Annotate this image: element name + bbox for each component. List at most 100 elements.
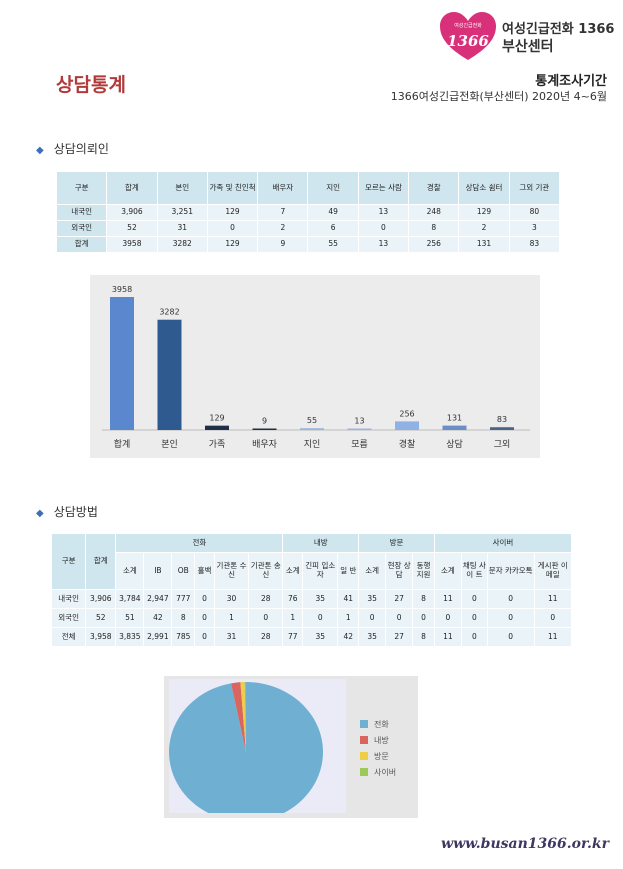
row-label: 외국인: [55, 220, 108, 237]
table-cell: 31: [213, 627, 250, 647]
table-cell: 49: [307, 204, 359, 221]
header-cell: 소계: [358, 552, 387, 590]
table-cell: 3,958: [85, 627, 117, 647]
table-cell: 30: [213, 589, 250, 609]
requester-bar-chart: 3958 합계 3282 본인 129 가족 9 배우자 55 지인 13 모름 256 경찰 131 상담 8…: [90, 275, 540, 458]
diamond-bullet-icon: ◆: [36, 508, 44, 519]
table-cell: 9: [257, 236, 309, 253]
bar-4: [300, 428, 324, 430]
header-cell: 소계: [433, 552, 462, 590]
header-cell: 기관톤 송신: [248, 552, 284, 590]
group-header: 사이버: [433, 533, 573, 553]
table-cell: 0: [194, 608, 215, 628]
table-cell: 0: [194, 589, 215, 609]
table-cell: 1: [337, 608, 360, 628]
bar-value-label: 13: [354, 417, 364, 426]
logo-1366: 여성긴급전화 1366: [440, 12, 496, 60]
bar-value-label: 3282: [159, 308, 179, 317]
table-cell: 8: [408, 220, 460, 237]
bar-chart-svg: 3958 합계 3282 본인 129 가족 9 배우자 55 지인 13 모름 256 경찰 131 상담 8…: [102, 285, 530, 450]
table-row: 내국인 3,906 3,784 2,947 777 0 30 28 76 35 …: [50, 589, 573, 609]
header-cell: 합계: [106, 171, 158, 205]
table-cell: 3,906: [85, 589, 117, 609]
table-cell: 129: [458, 204, 510, 221]
table-cell: 3,251: [156, 204, 208, 221]
header-cell: 현장 상담: [385, 552, 414, 590]
group-header: 방문: [358, 533, 435, 553]
org-name: 여성긴급전화 1366: [502, 22, 615, 37]
table-cell: 41: [337, 589, 360, 609]
table-cell: 80: [508, 204, 561, 221]
table-cell: 2,991: [143, 627, 173, 647]
bar-category-label: 배우자: [252, 439, 278, 450]
pie-chart-svg: [169, 682, 323, 813]
header-cell: 게시판 이메일: [533, 552, 573, 590]
header-cell: IB: [143, 552, 173, 590]
header-cell: 소계: [115, 552, 145, 590]
bar-category-label: 경찰: [399, 438, 416, 450]
table-cell: 0: [433, 608, 462, 628]
row-label: 내국인: [50, 589, 87, 609]
row-label: 외국인: [50, 608, 87, 628]
header-cell: 배우자: [257, 171, 309, 205]
table-cell: 256: [408, 236, 460, 253]
table-cell: 1: [282, 608, 304, 628]
pie-slice-1: [231, 682, 246, 752]
row-label: 합계: [55, 236, 108, 253]
table-cell: 129: [206, 204, 259, 221]
section-heading-method: ◆ 상담방법: [36, 503, 98, 520]
table-cell: 2,947: [143, 589, 173, 609]
table-cell: 0: [460, 608, 488, 628]
footer-url: www.busan1366.or.kr: [441, 836, 609, 852]
table-cell: 3,906: [106, 204, 158, 221]
bar-value-label: 55: [307, 416, 317, 425]
table-cell: 248: [408, 204, 460, 221]
table-cell: 0: [194, 627, 215, 647]
table-cell: 76: [282, 589, 304, 609]
bar-3: [252, 428, 277, 430]
table-cell: 83: [508, 236, 561, 253]
table-cell: 777: [171, 589, 196, 609]
header-cell: 기관톤 수신: [213, 552, 250, 590]
table-cell: 52: [85, 608, 117, 628]
bar-6: [395, 421, 419, 430]
table-cell: 6: [307, 220, 359, 237]
table-cell: 0: [533, 608, 573, 628]
bar-category-label: 모름: [351, 439, 368, 450]
table-cell: 11: [433, 589, 462, 609]
table-cell: 0: [412, 608, 435, 628]
table-cell: 7: [257, 204, 309, 221]
bar-7: [442, 425, 467, 430]
row-label: 전체: [50, 627, 87, 647]
page-title: 상담통계: [56, 74, 126, 96]
header-cell: 경찰: [408, 171, 460, 205]
header-cell: 문자 카카오톡: [486, 552, 535, 590]
bar-value-label: 3958: [112, 285, 132, 294]
section-heading-requester: ◆ 상담의뢰인: [36, 140, 109, 157]
table-cell: 35: [302, 627, 339, 647]
period-text: 1366여성긴급전화(부산센터) 2020년 4~6월: [390, 90, 607, 103]
bar-value-label: 131: [447, 414, 462, 423]
table-cell: 785: [171, 627, 196, 647]
table-cell: 51: [115, 608, 145, 628]
table-header-row: 구분 합계 본인 가족 및 친인척 배우자 지인 모르는 사람 경찰 상담소 쉼…: [55, 171, 561, 205]
table-cell: 3958: [106, 236, 158, 253]
bar-category-label: 지인: [304, 439, 321, 450]
legend-item: 방문: [360, 748, 396, 764]
header-cell: 모르는 사람: [357, 171, 410, 205]
bar-5: [347, 428, 372, 430]
table-cell: 0: [302, 608, 339, 628]
table-row: 외국인 52 31 0 2 6 0 8 2 3: [55, 220, 561, 237]
table-row: 전체 3,958 3,835 2,991 785 0 31 28 77 35 4…: [50, 627, 573, 647]
table-cell: 13: [357, 204, 410, 221]
table-cell: 31: [156, 220, 208, 237]
table-subheader-row: 소계 IB OB 홀백 기관톤 수신 기관톤 송신 소계 긴피 입소자 일 반 …: [52, 552, 573, 590]
bar-8: [490, 427, 514, 430]
header-cell: 본인: [156, 171, 208, 205]
table-cell: 35: [358, 627, 387, 647]
table-row: 합계 3958 3282 129 9 55 13 256 131 83: [55, 236, 561, 253]
header-cell: 홀백: [194, 552, 215, 590]
table-cell: 0: [358, 608, 387, 628]
table-cell: 3,835: [115, 627, 145, 647]
table-header-row: 구분 합계 전화 내방 방문 사이버: [50, 533, 573, 590]
